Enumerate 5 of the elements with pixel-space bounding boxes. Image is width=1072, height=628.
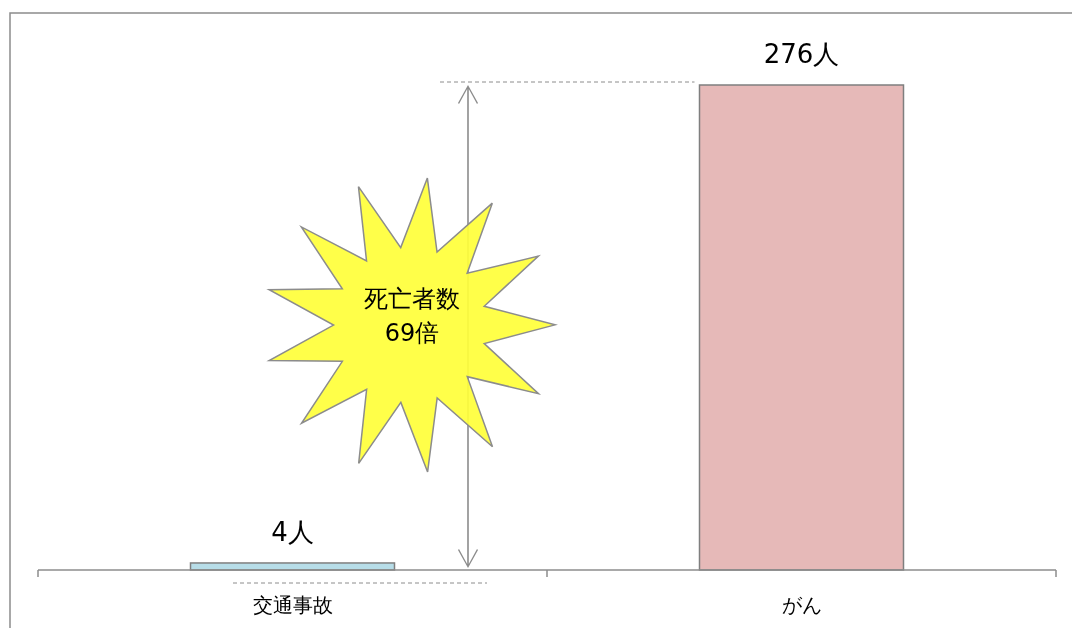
annotation: 死亡者数 69倍 [364, 285, 460, 347]
data-label: 4人 [271, 516, 314, 547]
x-tick-label: がん [781, 593, 822, 617]
x-tick-label: 交通事故 [252, 593, 333, 617]
data-label: 276人 [763, 39, 840, 69]
